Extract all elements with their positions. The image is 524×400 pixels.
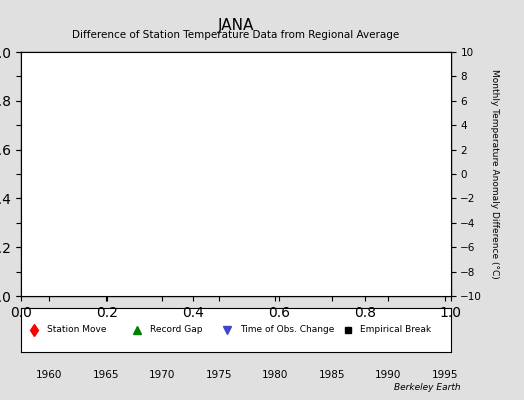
Text: 1980: 1980	[262, 370, 289, 380]
Text: JANA: JANA	[217, 18, 254, 33]
Text: Difference of Station Temperature Data from Regional Average: Difference of Station Temperature Data f…	[72, 30, 399, 40]
Text: Time of Obs. Change: Time of Obs. Change	[240, 325, 334, 334]
Text: 1985: 1985	[319, 370, 345, 380]
Text: 1975: 1975	[205, 370, 232, 380]
Text: Station Move: Station Move	[47, 325, 106, 334]
Text: Record Gap: Record Gap	[150, 325, 202, 334]
Text: 1960: 1960	[36, 370, 62, 380]
Text: 1990: 1990	[375, 370, 401, 380]
Text: 1995: 1995	[432, 370, 458, 380]
Y-axis label: Monthly Temperature Anomaly Difference (°C): Monthly Temperature Anomaly Difference (…	[490, 69, 499, 279]
Text: Empirical Break: Empirical Break	[361, 325, 432, 334]
Text: 1965: 1965	[93, 370, 119, 380]
Text: Berkeley Earth: Berkeley Earth	[395, 383, 461, 392]
Legend: Difference from Regional Average, Quality Control Failed, Estimated Station Mean: Difference from Regional Average, Qualit…	[26, 56, 215, 98]
Text: 1970: 1970	[149, 370, 176, 380]
